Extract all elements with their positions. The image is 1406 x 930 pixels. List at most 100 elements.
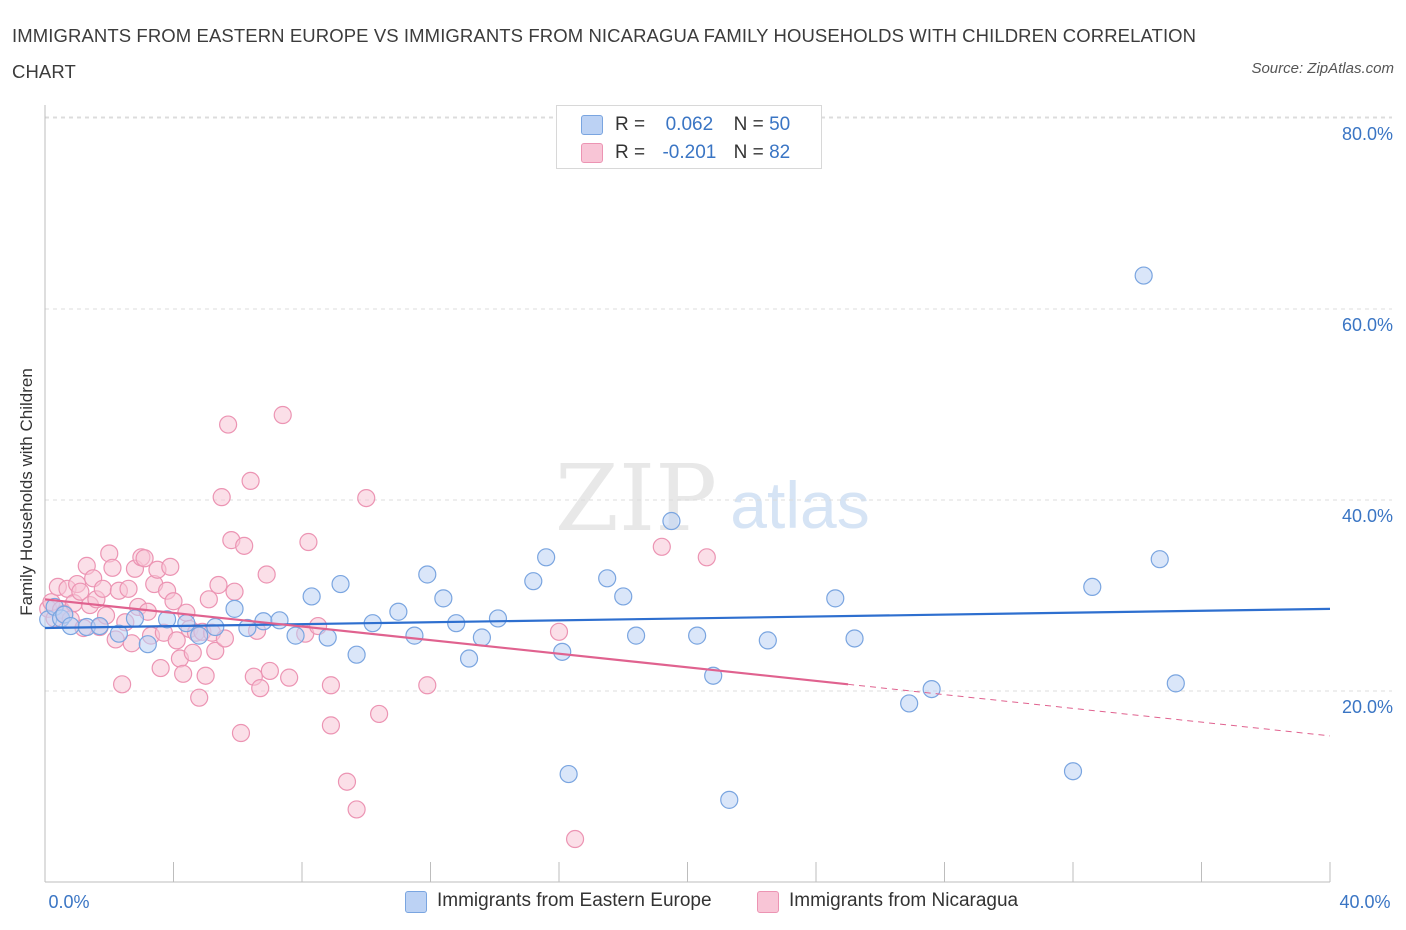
legend-n-label: N = [733,142,764,163]
nicaragua-point [652,537,671,556]
nicaragua-trend-line [44,598,849,686]
nicaragua-point [209,575,228,595]
eastern-europe-point [157,610,177,629]
legend-n-label: N = [733,114,764,135]
watermark-zip: ZIP [555,445,717,552]
eastern-europe-point [270,611,289,630]
eastern-europe-point [286,626,305,645]
eastern-europe-point [845,629,864,648]
nicaragua-point [370,704,389,724]
nicaragua-point [347,800,366,819]
nicaragua-point [183,643,202,662]
eastern-europe-point [472,628,491,647]
nicaragua-point [196,666,215,685]
nicaragua-point [103,558,122,577]
eastern-europe-trend-line [44,607,1331,630]
axes [44,105,1331,883]
nicaragua-point [225,582,244,601]
eastern-europe-point [1063,762,1083,781]
nicaragua-point [257,565,276,584]
eastern-europe-point [900,694,919,713]
eastern-europe-point [614,587,633,606]
y-tick-label: 80.0% [1342,124,1393,144]
legend-r-value: -0.201 [662,142,717,163]
nicaragua-point [565,829,585,849]
chart-title: IMMIGRANTS FROM EASTERN EUROPE VS IMMIGR… [12,25,1197,82]
eastern-europe-point [553,642,572,661]
legend-n-value: 82 [769,142,791,163]
eastern-europe-point [826,589,845,608]
y-tick-label: 60.0% [1342,315,1393,335]
nicaragua-point [357,488,376,508]
nicaragua-point [164,592,183,611]
eastern-europe-point [598,569,617,588]
nicaragua-point [219,415,238,434]
eastern-europe-point [405,626,424,645]
eastern-europe-point [1083,577,1102,597]
correlation-legend: R = 0.062 N = 50 R = -0.201 N = 82 [556,105,822,169]
gridlines [45,116,1392,692]
nicaragua-point [549,622,569,641]
nicaragua-point [199,590,218,609]
eastern-europe-point [1134,266,1153,285]
legend-n-value: 50 [769,114,791,135]
eastern-europe-point [459,649,479,668]
nicaragua-point [235,536,254,555]
nicaragua-point [697,548,716,567]
nicaragua-point [251,679,270,698]
nicaragua-point [260,661,279,681]
eastern-europe-point [1150,550,1169,569]
eastern-europe-point [922,679,941,699]
nicaragua-point [337,772,357,791]
nicaragua-point [151,658,170,678]
nicaragua-trend-extrapolation [848,683,1331,737]
nicaragua-point [231,723,251,743]
eastern-europe-point [238,618,257,638]
eastern-europe-point [302,587,321,606]
nicaragua-point [273,405,292,425]
eastern-europe-point [206,617,225,637]
legend-swatch-pink [757,891,779,913]
eastern-europe-point [190,626,209,645]
legend-r-label: R = [615,142,646,163]
legend-swatch-blue [581,115,603,135]
eastern-europe-point [389,602,408,621]
watermark: ZIP atlas [555,445,870,552]
eastern-europe-point [331,574,350,594]
eastern-europe-point [758,631,777,650]
nicaragua-point [280,668,299,687]
eastern-europe-point [720,790,739,809]
legend-swatch-pink [581,143,603,163]
eastern-europe-point [418,565,437,584]
nicaragua-point [241,471,260,490]
legend-r-label: R = [615,114,646,135]
eastern-europe-point [559,764,578,784]
eastern-europe-point [524,572,543,591]
eastern-europe-point [125,609,145,628]
legend-r-value: 0.062 [665,114,714,135]
legend-label-nicaragua: Immigrants from Nicaragua [789,890,1019,911]
eastern-europe-point [434,589,453,608]
eastern-europe-point [688,626,707,645]
nicaragua-point [71,582,90,601]
legend-swatch-blue [405,891,427,913]
nicaragua-point [212,488,231,507]
eastern-europe-point [109,624,128,643]
nicaragua-point [161,557,180,576]
y-tick-label: 40.0% [1342,506,1393,526]
nicaragua-point [119,579,138,598]
y-tick-labels: 20.0% 40.0% 60.0% 80.0% [1342,124,1393,717]
legend-label-eastern-europe: Immigrants from Eastern Europe [437,890,712,911]
nicaragua-point [190,688,209,707]
eastern-europe-point [537,548,556,567]
eastern-europe-point [488,609,508,628]
nicaragua-point [418,676,437,695]
nicaragua-point [135,549,154,568]
source-credit: Source: ZipAtlas.com [1251,60,1394,77]
eastern-europe-point [662,511,681,531]
x-tick-label-min: 0.0% [48,892,89,912]
eastern-europe-point [61,616,80,636]
nicaragua-point [321,716,341,735]
nicaragua-point [167,631,186,650]
